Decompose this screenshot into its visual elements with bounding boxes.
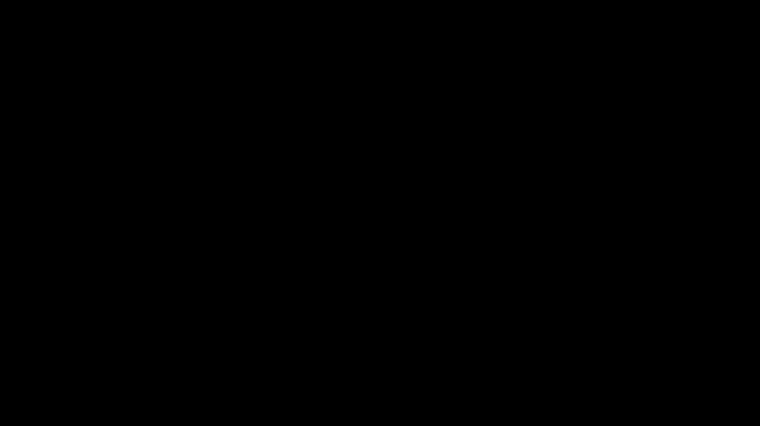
logo-badge [715,68,747,100]
letterbox-top [0,0,760,40]
logo-circle[interactable] [715,68,747,100]
letterbox-bottom [0,388,760,426]
chart-background [0,40,760,388]
